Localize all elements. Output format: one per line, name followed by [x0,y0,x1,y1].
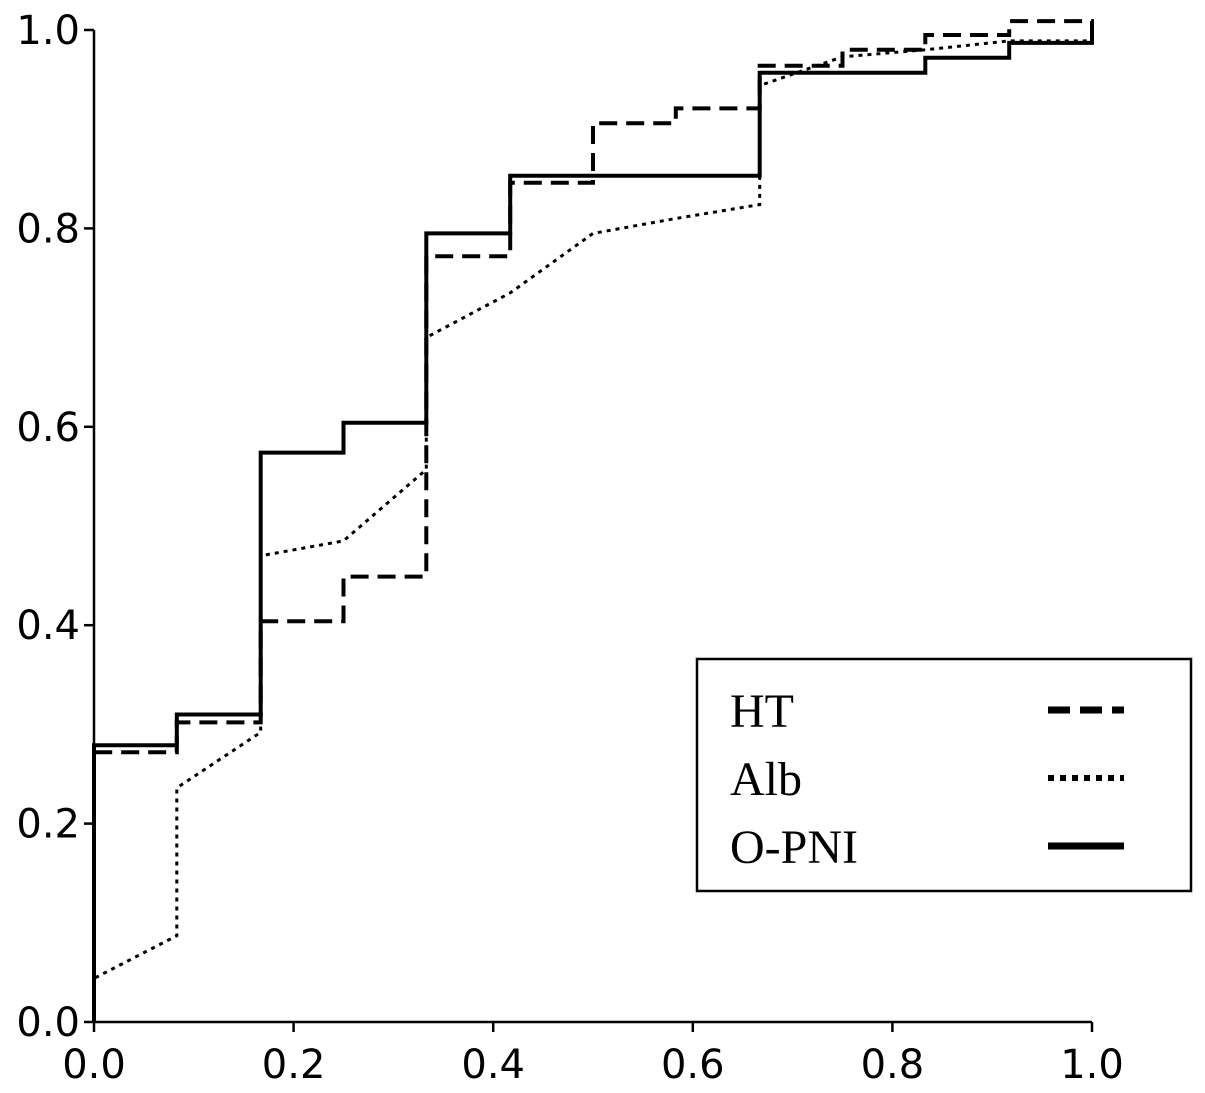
series-line-alb [92,30,1094,1022]
y-tick-label: 0.4 [16,603,80,649]
x-tick-label: 0.0 [62,1042,126,1088]
legend-label: O-PNI [730,821,858,874]
series-lines [92,19,1094,1022]
series-line-ht [92,19,1094,1022]
legend-label: HT [730,685,794,738]
axes: 0.0 0.2 0.4 0.6 0.8 1.0 0.0 0.2 0.4 0.6 0.8 1.0 [16,8,1123,1088]
y-tick-label: 1.0 [16,8,80,54]
legend-label: Alb [730,753,802,806]
y-tick-label: 0.8 [16,206,80,252]
x-tick-label: 0.4 [461,1042,525,1088]
legend: HT Alb O-PNI [695,657,1193,893]
x-tick-label: 0.8 [861,1042,925,1088]
y-ticks: 0.0 0.2 0.4 0.6 0.8 1.0 [16,8,94,1046]
x-tick-label: 0.2 [262,1042,326,1088]
y-tick-label: 0.2 [16,802,80,848]
x-tick-label: 1.0 [1060,1042,1124,1088]
x-ticks: 0.0 0.2 0.4 0.6 0.8 1.0 [62,1022,1124,1088]
y-tick-label: 0.0 [16,1000,80,1046]
x-tick-label: 0.6 [661,1042,725,1088]
series-line-o-pni [92,30,1094,1022]
y-tick-label: 0.6 [16,405,80,451]
